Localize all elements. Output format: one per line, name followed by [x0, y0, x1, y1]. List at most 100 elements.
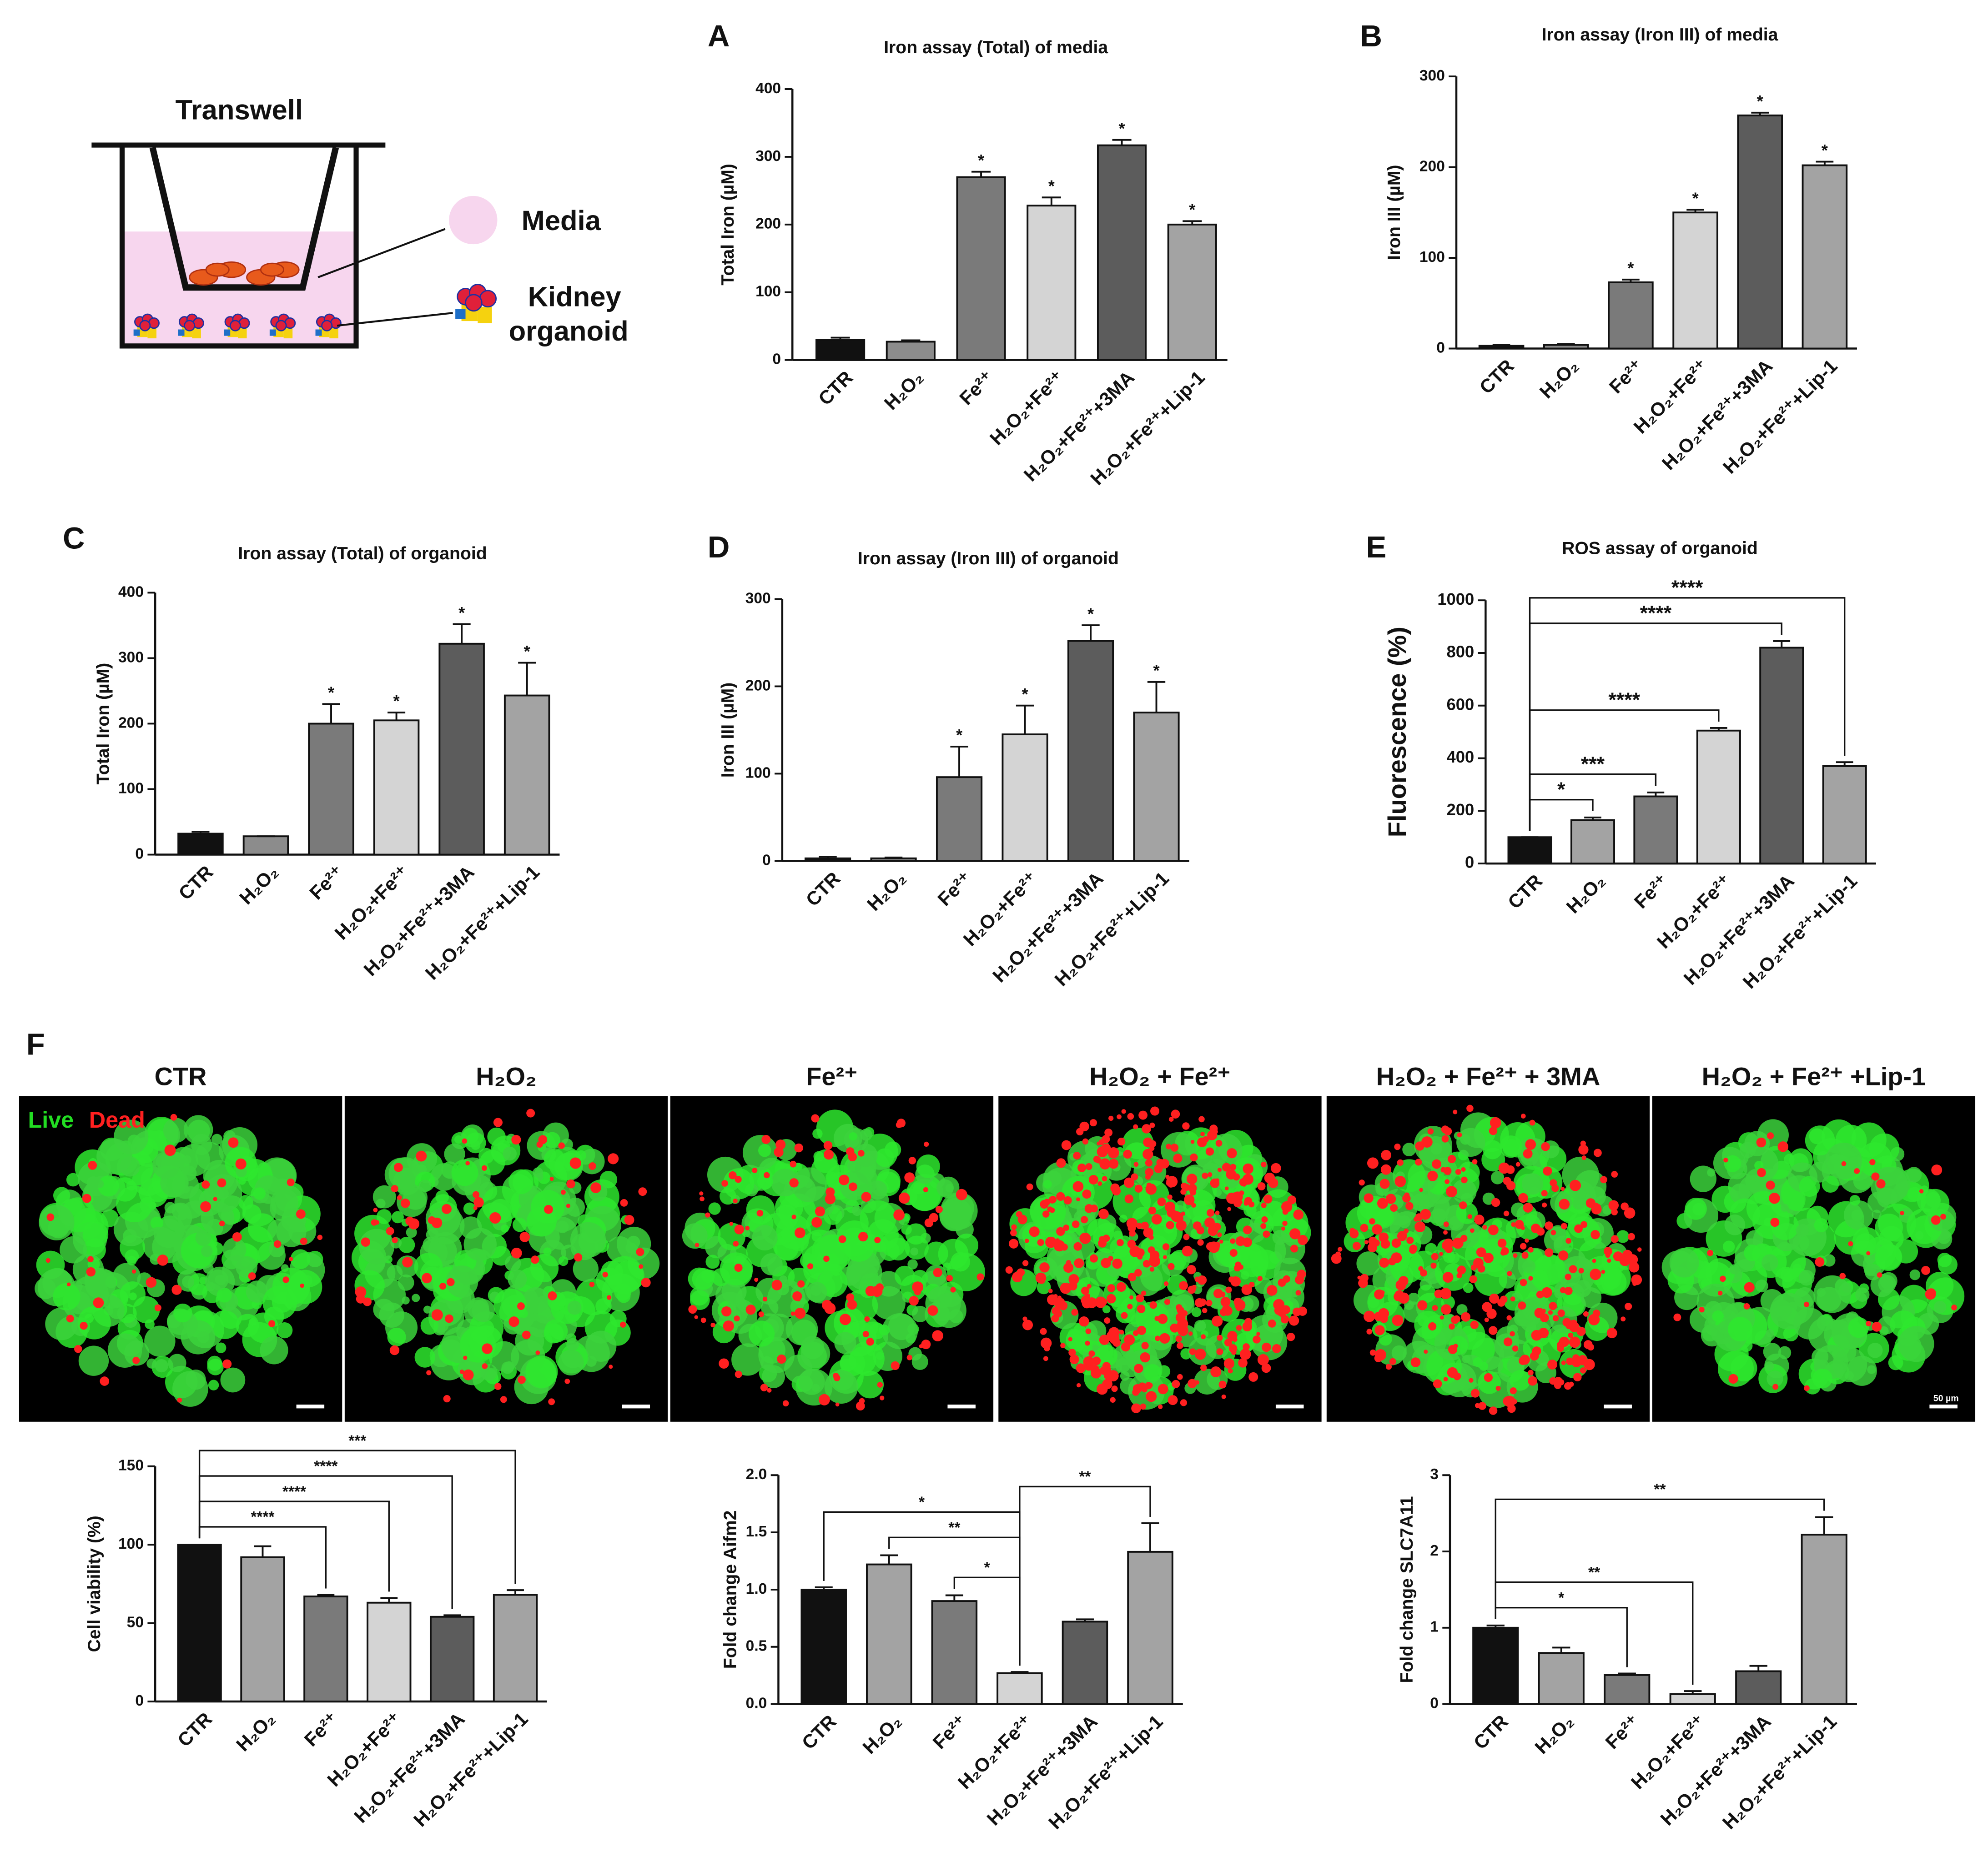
bar [438, 642, 485, 856]
dead-cell [877, 1382, 883, 1388]
dead-cell [1523, 1203, 1533, 1213]
dead-cell [1434, 1290, 1443, 1298]
dead-cell [1173, 1154, 1183, 1163]
error-bar [518, 662, 536, 696]
dead-cell [1196, 1226, 1204, 1235]
dead-cell [1175, 1312, 1186, 1323]
dead-cell [1565, 1322, 1572, 1330]
error-bar [1557, 343, 1575, 345]
error-bar [1042, 196, 1061, 206]
dead-cell [1022, 1260, 1029, 1266]
y-tick-label: 0 [762, 852, 771, 868]
dead-cell [1264, 1172, 1275, 1184]
dead-cell [1637, 1247, 1642, 1252]
dead-cell [1146, 1391, 1157, 1402]
dead-cell [764, 1172, 770, 1179]
dead-cell [1100, 1298, 1107, 1305]
dead-cell [1040, 1337, 1052, 1349]
dead-cell [1364, 1193, 1374, 1203]
live-cell [1934, 1300, 1947, 1314]
dead-cell [1611, 1171, 1618, 1178]
dead-cell [213, 1197, 217, 1201]
dead-cell [146, 1277, 157, 1288]
dead-cell [1182, 1245, 1193, 1257]
live-cell [207, 1270, 229, 1290]
dead-cell [493, 1118, 503, 1127]
error-bar [1016, 704, 1034, 735]
dead-cell [1364, 1310, 1375, 1322]
bar [373, 719, 420, 856]
dead-cell [1576, 1327, 1586, 1336]
dead-cell [1197, 1137, 1207, 1147]
dead-cell [1085, 1340, 1090, 1346]
dead-cell [1545, 1221, 1553, 1230]
dead-cell [756, 1210, 764, 1217]
x-tick-label: H₂O₂+Fe²⁺+Lip-1 [1719, 355, 1842, 478]
dead-cell [908, 1157, 916, 1164]
dead-cell [1085, 1163, 1092, 1170]
live-cell [173, 1303, 192, 1323]
live-cell [846, 1255, 882, 1290]
dead-cell [1380, 1239, 1390, 1249]
dead-cell [1217, 1168, 1222, 1172]
dead-cell [1581, 1155, 1586, 1160]
dead-cell [1069, 1355, 1079, 1365]
dead-cell [391, 1185, 398, 1193]
live-cell [501, 1224, 509, 1233]
live-cell [575, 1278, 612, 1315]
dead-cell [1168, 1395, 1178, 1405]
dead-cell [729, 1171, 737, 1179]
dead-cell [1628, 1233, 1635, 1240]
dead-cell [1469, 1275, 1477, 1283]
dead-cell [482, 1343, 493, 1354]
dead-cell [1123, 1177, 1134, 1188]
dead-cell [1574, 1224, 1583, 1233]
dead-cell [1540, 1313, 1549, 1323]
dead-cell [1197, 1239, 1204, 1246]
dead-cell [1149, 1122, 1155, 1128]
dead-cell [1587, 1344, 1595, 1351]
bracket-label: ** [1588, 1564, 1600, 1581]
dead-cell [1263, 1230, 1270, 1238]
dead-cell [1565, 1238, 1572, 1244]
live-cell [791, 1167, 827, 1203]
live-cell [398, 1236, 415, 1253]
dead-cell [1166, 1144, 1172, 1149]
dead-cell [1766, 1180, 1775, 1190]
live-cell [605, 1256, 644, 1294]
live-cell [60, 1236, 87, 1264]
dead-cell [929, 1213, 938, 1222]
dead-cell [1444, 1127, 1452, 1136]
live-cell [690, 1290, 710, 1310]
bar-chart: B Iron assay (Iron III) of media Iron III … [1360, 19, 1857, 478]
dead-cell [880, 1395, 885, 1400]
live-cell [35, 1278, 56, 1300]
dead-cell [1076, 1197, 1080, 1202]
dead-cell [1385, 1364, 1392, 1370]
dead-cell [1420, 1269, 1427, 1277]
dead-cell [1171, 1109, 1180, 1119]
dead-cell [1281, 1305, 1290, 1315]
live-cell [493, 1288, 527, 1322]
dead-cell [1238, 1200, 1243, 1205]
dead-cell [1063, 1225, 1070, 1231]
dead-cell [1528, 1247, 1534, 1253]
dead-cell [1243, 1201, 1249, 1206]
live-cell [1616, 1230, 1630, 1243]
live-cell [1514, 1311, 1529, 1326]
live-cell [905, 1235, 929, 1260]
live-cell [526, 1206, 557, 1237]
dead-cell [222, 1359, 232, 1369]
live-cell [1744, 1245, 1761, 1261]
dead-cell [1243, 1343, 1250, 1350]
organoid-part [478, 306, 492, 323]
live-cell [785, 1313, 818, 1345]
dead-cell [700, 1196, 705, 1202]
bracket-label: **** [282, 1483, 307, 1500]
dead-cell [1127, 1224, 1136, 1232]
dead-cell [1510, 1331, 1515, 1337]
dead-cell [1202, 1172, 1208, 1179]
bracket-label: * [919, 1494, 925, 1511]
dead-cell [1140, 1403, 1147, 1410]
error-bar [1552, 1646, 1570, 1653]
